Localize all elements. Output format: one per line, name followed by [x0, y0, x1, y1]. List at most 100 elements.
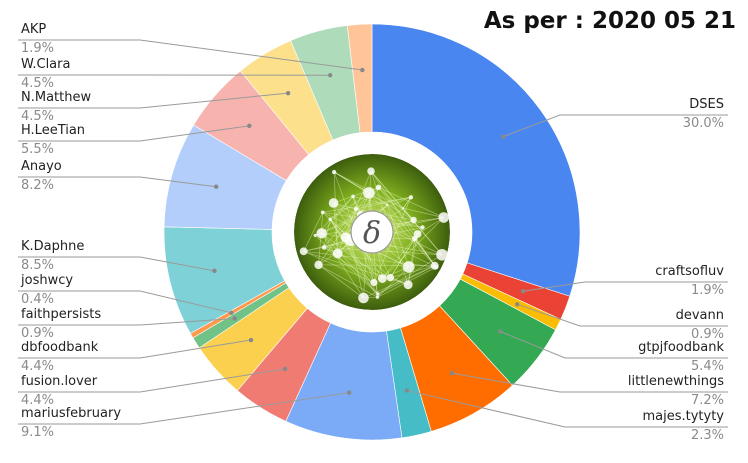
leader-dot-fusion-lover [282, 366, 288, 372]
network-line [318, 264, 378, 298]
network-line [402, 207, 444, 218]
network-node [353, 206, 359, 212]
network-line [333, 171, 370, 194]
network-node [375, 184, 382, 191]
leader-dot-dbfoodbank [248, 337, 254, 343]
network-line [407, 233, 418, 285]
network-line [329, 219, 379, 295]
network-line [318, 192, 370, 266]
slice-label-w-clara: W.Clara [21, 57, 70, 72]
slice-percent-akp: 1.9% [21, 41, 54, 56]
slice-percent-craftsofluv: 1.9% [691, 283, 724, 298]
leader-dot-akp [360, 67, 365, 73]
network-node [320, 210, 325, 215]
slice-label-gtpjfoodbank: gtpjfoodbank [638, 340, 724, 355]
network-node [420, 225, 425, 230]
network-node [377, 274, 387, 283]
network-line [318, 212, 324, 265]
network-line [363, 265, 435, 299]
leader-line-gtpjfoodbank [500, 330, 728, 359]
network-line [329, 219, 378, 298]
network-node [299, 247, 308, 256]
network-line [373, 197, 412, 283]
slice-percent-anayo: 8.2% [21, 178, 54, 193]
network-node [410, 216, 417, 224]
network-line [355, 196, 412, 210]
network-line [390, 238, 416, 278]
network-line [378, 187, 418, 235]
network-node [332, 248, 343, 259]
network-line [407, 238, 416, 285]
slice-percent-dses: 30.0% [683, 116, 724, 131]
leader-line-joshwcy [18, 290, 232, 314]
network-node [340, 232, 351, 243]
network-line [378, 187, 444, 218]
network-line [370, 170, 443, 256]
leader-line-dbfoodbank [18, 339, 252, 359]
slice-label-mariusfebruary: mariusfebruary [21, 406, 121, 421]
network-line [333, 172, 339, 254]
leader-line-akp [18, 39, 363, 71]
network-node [436, 248, 448, 261]
leader-dot-anayo [214, 184, 219, 189]
network-line [323, 208, 357, 248]
leader-line-k-daphne [18, 256, 215, 272]
network-line [390, 265, 435, 279]
network-node [321, 245, 327, 250]
network-line [368, 192, 436, 267]
slice-percent-faithpersists: 0.9% [21, 326, 54, 341]
network-line [370, 170, 443, 256]
network-line [333, 202, 339, 254]
network-line [303, 250, 375, 283]
leader-dot-gtpjfoodbank [497, 329, 503, 334]
leader-dot-k-daphne [212, 268, 217, 274]
slice-percent-fusion-lover: 4.4% [21, 393, 54, 408]
delta-symbol: δ [363, 216, 381, 251]
network-node [386, 273, 395, 282]
slice-percent-majes-tytyty: 2.3% [691, 428, 724, 443]
slice-label-akp: AKP [21, 22, 46, 37]
slice-label-devann: devann [676, 308, 724, 323]
network-line [318, 264, 364, 299]
network-node [358, 292, 369, 304]
slice-percent-k-daphne: 8.5% [21, 258, 54, 273]
leader-dot-littlenewthings [449, 370, 455, 376]
slice-label-anayo: Anayo [21, 159, 62, 174]
leader-line-anayo [18, 176, 217, 188]
slice-percent-w-clara: 4.5% [21, 76, 54, 91]
network-node [375, 295, 380, 299]
slice-label-faithpersists: faithpersists [21, 307, 101, 322]
leader-line-n-matthew [18, 92, 289, 109]
leader-line-majes-tytyty [406, 389, 728, 428]
network-node [403, 280, 413, 290]
slice-label-h-leetian: H.LeeTian [21, 123, 85, 138]
slice-label-littlenewthings: littlenewthings [628, 374, 724, 389]
network-line [333, 171, 388, 206]
slice-label-dbfoodbank: dbfoodbank [21, 340, 99, 355]
slice-percent-littlenewthings: 7.2% [691, 393, 724, 408]
network-line [321, 196, 354, 234]
network-node [351, 194, 355, 199]
slice-label-fusion-lover: fusion.lover [21, 374, 98, 389]
as-of-date-title: As per : 2020 05 21 [483, 8, 736, 34]
leader-dot-n-matthew [285, 90, 291, 96]
slice-percent-joshwcy: 0.4% [21, 292, 54, 307]
slice-label-majes-tytyty: majes.tytyty [642, 409, 724, 424]
network-node [376, 292, 380, 296]
network-node [331, 169, 337, 175]
network-node [370, 279, 378, 287]
network-line [321, 233, 364, 299]
network-line [323, 247, 375, 283]
network-line [321, 233, 383, 279]
network-line [318, 264, 435, 267]
network-line [352, 196, 357, 210]
network-node [401, 207, 405, 210]
network-node [328, 198, 339, 208]
network-node [314, 260, 323, 270]
network-line [329, 219, 375, 283]
leader-line-faithpersists [18, 318, 235, 326]
network-line [386, 204, 437, 268]
leader-line-dses [503, 114, 728, 138]
leader-dot-craftsofluv [520, 289, 526, 294]
